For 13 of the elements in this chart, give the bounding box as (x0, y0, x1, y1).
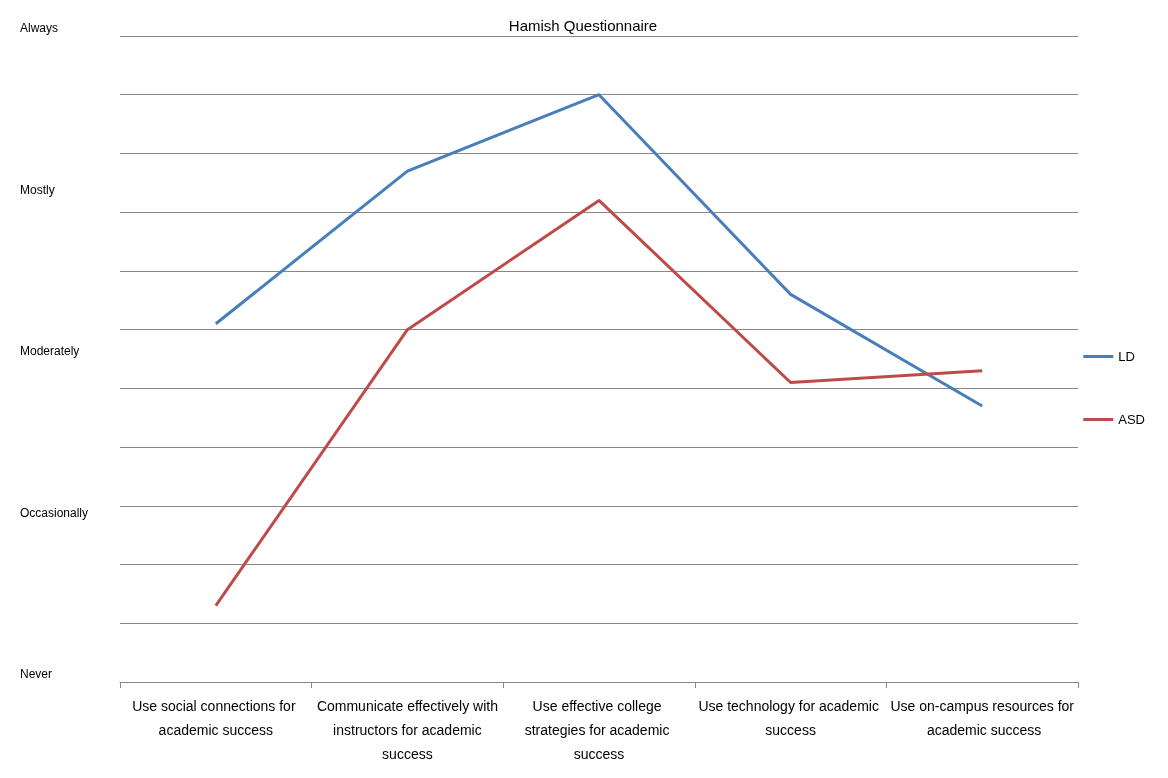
text: Moderately (20, 344, 80, 358)
text: Always (20, 21, 59, 35)
x-tick-label: Use technology for academic success (698, 698, 883, 738)
legend-label: LD (1118, 349, 1135, 364)
x-tick-label: Use effective college strategies for academic success (524, 698, 674, 762)
text: Never (20, 667, 53, 681)
x-tick-label: Communicate effectively with instructors for academic success (316, 698, 498, 762)
x-tick-label: Use social connections for academic success (132, 698, 300, 738)
text: Occasionally (20, 505, 89, 520)
x-tick-label: Use on-campus resources for academic success (890, 698, 1075, 738)
legend-label: ASD (1118, 412, 1145, 427)
chart-title: Hamish Questionnaire (508, 17, 658, 34)
text: Mostly (20, 182, 55, 197)
